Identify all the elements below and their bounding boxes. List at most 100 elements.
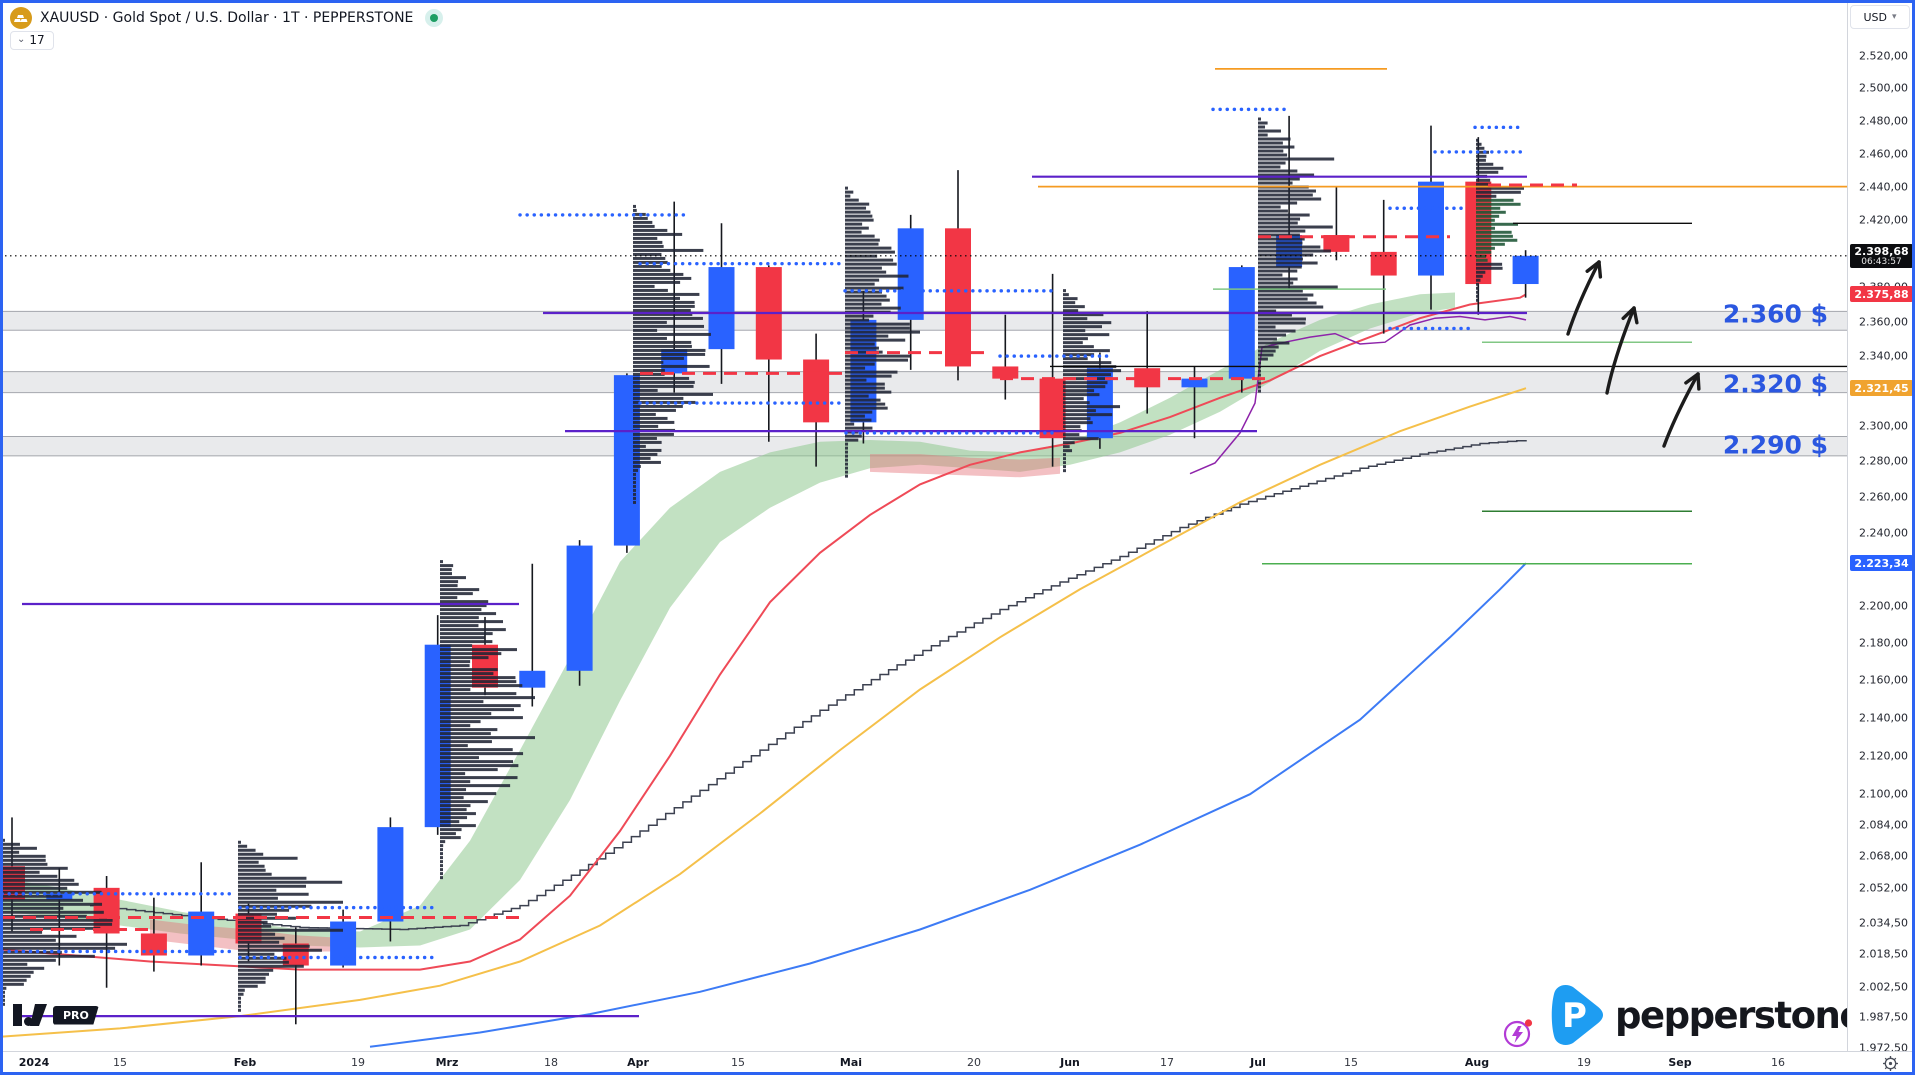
profile-bar	[1063, 385, 1106, 389]
profile-bar	[1258, 145, 1295, 149]
profile-bar	[1258, 337, 1277, 341]
profile-bar	[238, 936, 285, 940]
tradingview-pro-logo[interactable]: PRO	[13, 1004, 99, 1026]
zone-labels[interactable]: 2.360 $ 2.320 $ 2.290 $	[1723, 300, 1828, 460]
time-tick-label: 16	[1771, 1056, 1785, 1069]
profile-bar	[440, 856, 443, 860]
profile-bar	[633, 292, 700, 296]
profile-bar	[845, 426, 873, 430]
profile-bar	[845, 314, 874, 318]
profile-bar	[2, 862, 48, 866]
profile-bar	[1258, 245, 1321, 249]
indicator-count-toggle[interactable]: ⌄ 17	[10, 31, 54, 50]
profile-bar	[440, 588, 480, 592]
market-status-icon[interactable]	[425, 9, 444, 27]
time-axis[interactable]: 2024 15 Feb 19 Mrz 18 Apr 15 Mai 20 Jun 17 Jul 15 Aug 1…	[0, 1051, 1915, 1075]
axis-settings-gear-icon[interactable]	[1882, 1055, 1899, 1075]
profile-bar	[633, 300, 695, 304]
candle-down	[803, 359, 830, 423]
profile-bar	[1476, 206, 1501, 210]
profile-bar	[845, 186, 848, 190]
profile-bar	[1258, 165, 1281, 169]
profile-bar	[1258, 333, 1287, 337]
profile-bar	[440, 876, 443, 880]
candle-up	[1512, 255, 1539, 285]
profile-bar	[238, 888, 277, 892]
profile-bar	[238, 984, 258, 988]
profile-bar	[2, 902, 103, 906]
profile-bar	[633, 348, 706, 352]
profile-bar	[2, 874, 58, 878]
symbol-legend[interactable]: XAUUSD · Gold Spot / U.S. Dollar · 1T · …	[10, 7, 444, 29]
profile-bar	[440, 636, 485, 640]
profile-bar	[1063, 301, 1076, 305]
profile-bar	[633, 368, 665, 372]
profile-bar	[1258, 209, 1288, 213]
profile-bar	[633, 444, 646, 448]
profile-bar	[440, 576, 466, 580]
profile-bar	[845, 286, 904, 290]
profile-bar	[1258, 129, 1281, 133]
candle-down	[140, 933, 167, 956]
profile-bar	[1476, 138, 1479, 142]
profile-bar	[633, 360, 664, 364]
drawn-arrows[interactable]	[1566, 260, 1701, 448]
profile-bar	[440, 832, 456, 836]
profile-bar	[238, 908, 290, 912]
profile-bar	[2, 842, 20, 846]
profile-bar	[633, 284, 655, 288]
profile-bar	[845, 402, 886, 406]
profile-bar	[1258, 161, 1286, 165]
price-axis[interactable]: 2.398,68 06:43:57 2.520,00 2.500,00 2.480,…	[1847, 0, 1915, 1054]
profile-bar	[440, 768, 498, 772]
profile-bar	[238, 892, 309, 896]
candle-down	[945, 228, 971, 367]
profile-bar	[845, 434, 862, 438]
profile-bar	[1258, 121, 1268, 125]
profile-bar	[845, 458, 848, 462]
profile-bar	[440, 836, 461, 840]
profile-bar	[1063, 405, 1121, 409]
profile-bar	[845, 398, 881, 402]
profile-bar	[1063, 393, 1100, 397]
profile-bar	[238, 968, 274, 972]
profile-bar	[1258, 261, 1318, 265]
profile-bar	[845, 474, 848, 478]
profile-bar	[238, 924, 272, 928]
time-tick-label: 17	[1160, 1056, 1174, 1069]
profile-bar	[1476, 298, 1479, 302]
symbol-title[interactable]: XAUUSD · Gold Spot / U.S. Dollar · 1T · …	[40, 10, 414, 26]
chart-pane[interactable]: 2.360 $ 2.320 $ 2.290 $	[0, 0, 1848, 1052]
profile-bar	[238, 988, 245, 992]
profile-bar	[440, 716, 523, 720]
profile-bar	[440, 688, 471, 692]
profile-bar	[1476, 290, 1479, 294]
profile-bar	[1258, 317, 1306, 321]
profile-bar	[1258, 133, 1268, 137]
price-tick-label: 2.120,00	[1859, 749, 1908, 763]
profile-bar	[1258, 153, 1288, 157]
profile-bar	[1258, 381, 1261, 385]
profile-bar	[238, 992, 244, 996]
profile-bar	[1258, 233, 1300, 237]
profile-bar	[1063, 421, 1093, 425]
profile-bar	[845, 338, 906, 342]
flash-icon[interactable]	[1502, 1012, 1536, 1054]
price-tick-label: 2.260,00	[1859, 490, 1908, 504]
profile-bar	[633, 272, 684, 276]
profile-bar	[845, 210, 871, 214]
profile-bar	[2, 878, 75, 882]
profile-bar	[2, 974, 31, 978]
profile-bar	[440, 684, 523, 688]
profile-bar	[845, 438, 859, 442]
profile-bar	[633, 432, 674, 436]
profile-bar	[845, 274, 909, 278]
profile-bar	[633, 252, 662, 256]
profile-bar	[1258, 197, 1322, 201]
profile-bar	[2, 838, 5, 842]
profile-bar	[1476, 234, 1513, 238]
profile-bar	[440, 708, 514, 712]
currency-selector[interactable]: USD ▾	[1850, 5, 1910, 29]
profile-bar	[440, 584, 458, 588]
profile-bar	[633, 356, 684, 360]
